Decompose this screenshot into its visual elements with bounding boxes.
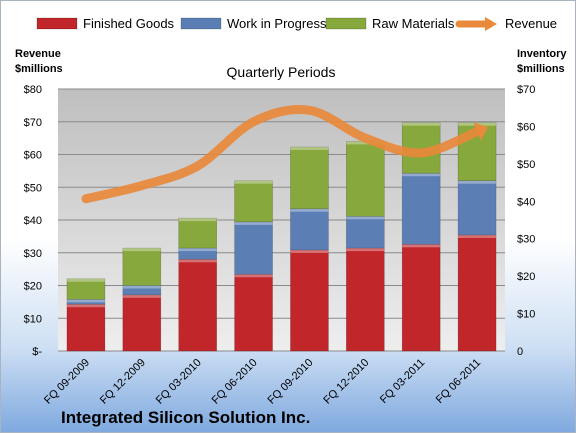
legend: Finished Goods Work in Progress Raw Materi…	[36, 16, 557, 31]
bar-highlight	[346, 248, 385, 252]
bar-highlight	[178, 218, 217, 222]
bar-highlight	[66, 304, 105, 308]
bar-highlight	[402, 122, 441, 126]
bar-highlight	[66, 278, 105, 282]
right-tick-label: $60	[517, 121, 535, 133]
bar-highlight	[290, 208, 329, 212]
left-axis-ticks: $- $10 $20 $30 $40 $50 $60 $70 $80	[24, 84, 43, 358]
x-tick-label: FQ 09-2009	[42, 357, 92, 407]
bar-finished-goods	[290, 249, 329, 352]
left-tick-label: $60	[24, 150, 42, 162]
left-tick-label: $30	[24, 248, 42, 260]
right-axis-title-line-2: $millions	[517, 63, 565, 75]
x-tick-label: FQ 06-2010	[210, 357, 260, 407]
x-tick-label: FQ 03-2011	[378, 357, 427, 406]
bar-raw-materials	[178, 217, 217, 249]
legend-label-finished-goods: Finished Goods	[83, 16, 175, 31]
bar-work-in-progress	[401, 172, 441, 245]
bar-finished-goods	[122, 294, 162, 352]
revenue-line-group	[81, 105, 489, 204]
right-tick-label: $10	[517, 309, 535, 321]
bar-highlight	[234, 274, 273, 278]
right-axis-title-line-1: Inventory	[517, 48, 567, 60]
bar-highlight	[290, 249, 329, 253]
legend-label-work-in-progress: Work in Progress	[227, 16, 327, 31]
x-tick-label: FQ 03-2010	[154, 357, 204, 407]
bar-highlight	[66, 299, 105, 303]
chart-subtitle: Quarterly Periods	[227, 64, 336, 80]
bar-highlight	[178, 248, 217, 252]
right-tick-label: $30	[517, 234, 535, 246]
bar-highlight	[458, 234, 497, 238]
bar-highlight	[402, 173, 441, 177]
bar-highlight	[122, 285, 161, 289]
revenue-line	[81, 105, 482, 204]
right-tick-label: $50	[517, 159, 535, 171]
right-tick-label: $20	[517, 271, 535, 283]
legend-swatch-work-in-progress	[180, 17, 222, 30]
bar-work-in-progress	[457, 180, 497, 236]
x-tick-label: FQ 12-2010	[321, 357, 371, 407]
bar-raw-materials	[346, 141, 385, 217]
right-tick-label: $40	[517, 196, 535, 208]
company-name: Integrated Silicon Solution Inc.	[61, 408, 310, 427]
x-tick-label: FQ 06-2011	[434, 357, 483, 406]
bar-finished-goods	[346, 247, 385, 352]
legend-arrowhead	[485, 17, 497, 31]
bar-finished-goods	[66, 303, 106, 352]
bar-raw-materials	[66, 278, 106, 300]
bar-highlight	[346, 216, 385, 220]
legend-swatch-raw-materials	[325, 17, 367, 30]
bar-raw-materials	[122, 247, 162, 286]
left-tick-label: $-	[32, 346, 42, 358]
bar-highlight	[234, 221, 273, 225]
bar-raw-materials	[234, 180, 273, 223]
bar-finished-goods	[234, 273, 273, 352]
left-axis-title-line-2: $millions	[15, 63, 63, 75]
left-tick-label: $50	[24, 182, 42, 194]
right-axis-ticks: 0 $10 $20 $30 $40 $50 $60 $70	[517, 84, 535, 358]
left-axis-title-line-1: Revenue	[15, 48, 61, 60]
left-tick-label: $10	[24, 313, 42, 325]
bar-work-in-progress	[346, 215, 385, 249]
revenue-arrowhead	[473, 122, 489, 141]
bars	[66, 122, 497, 352]
legend-label-raw-materials: Raw Materials	[372, 16, 455, 31]
bar-highlight	[290, 147, 329, 151]
bar-highlight	[402, 244, 441, 248]
bar-highlight	[234, 180, 273, 184]
bar-work-in-progress	[234, 221, 273, 275]
left-tick-label: $20	[24, 281, 42, 293]
left-tick-label: $40	[24, 215, 42, 227]
right-tick-label: 0	[517, 346, 523, 358]
bar-finished-goods	[178, 258, 217, 352]
bar-finished-goods	[401, 244, 441, 352]
bar-highlight	[458, 180, 497, 184]
x-tick-label: FQ 12-2009	[98, 357, 148, 407]
bar-highlight	[178, 259, 217, 263]
left-tick-label: $80	[24, 84, 42, 96]
bar-work-in-progress	[290, 208, 329, 251]
x-axis-ticks: FQ 09-2009 FQ 12-2009 FQ 03-2010 FQ 06-2010…	[42, 357, 483, 407]
bar-highlight	[122, 248, 161, 252]
right-tick-label: $70	[517, 84, 535, 96]
bar-raw-materials	[290, 146, 329, 210]
legend-swatch-finished-goods	[36, 17, 78, 30]
left-tick-label: $70	[24, 117, 42, 129]
bar-highlight	[122, 294, 161, 298]
legend-label-revenue: Revenue	[505, 16, 557, 31]
bar-finished-goods	[457, 234, 497, 352]
x-tick-label: FQ 09-2010	[266, 357, 316, 407]
